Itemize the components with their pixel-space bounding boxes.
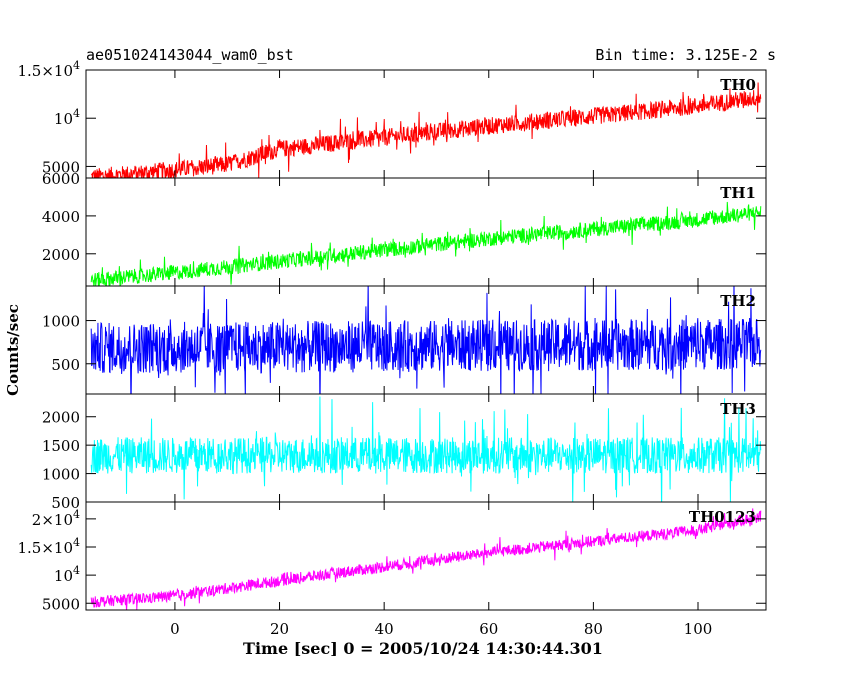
panels: 5000 104 1.5×104 TH0 2000 4000 6000 TH1 500 1000 T… <box>17 59 767 613</box>
y-tick-label: 5000 <box>42 595 80 613</box>
series-label-th0123: TH0123 <box>689 508 756 526</box>
series-line-th0123 <box>90 508 762 610</box>
panel-th3: 500 1000 1500 2000 TH3 <box>42 393 767 512</box>
y-tick-label: 104 <box>54 107 80 128</box>
y-tick-label: 500 <box>51 356 80 374</box>
x-tick-label: 80 <box>584 620 603 638</box>
y-axis-label: Counts/sec <box>4 304 22 396</box>
series-label-th2: TH2 <box>720 292 756 310</box>
panel-frame <box>85 501 767 611</box>
x-tick-label: 40 <box>375 620 394 638</box>
x-tick-label: 100 <box>684 620 713 638</box>
y-tick-label: 1.5×104 <box>17 536 80 557</box>
y-tick-label: 6000 <box>42 170 80 188</box>
panel-th0123: 5000 104 1.5×104 2×104 TH0123 <box>17 501 767 613</box>
y-tick-label: 1000 <box>42 466 80 484</box>
series-line-th2 <box>90 286 762 394</box>
panel-th1: 2000 4000 6000 TH1 <box>42 170 767 287</box>
series-label-th0: TH0 <box>720 76 756 94</box>
bin-time-label: Bin time: 3.125E-2 s <box>595 46 776 64</box>
x-tick-label: 0 <box>170 620 180 638</box>
y-tick-label: 4000 <box>42 208 80 226</box>
y-tick-label: 5000 <box>42 158 80 176</box>
chart-title: ae051024143044_wam0_bst <box>86 46 294 64</box>
y-tick-label: 104 <box>54 564 80 585</box>
series-line-th0 <box>90 82 762 178</box>
y-tick-label: 1500 <box>42 437 80 455</box>
series-label-th3: TH3 <box>720 400 756 418</box>
x-tick-label: 60 <box>479 620 498 638</box>
y-tick-label: 1.5×104 <box>17 59 80 80</box>
series-line-th3 <box>90 396 762 502</box>
y-tick-label: 1000 <box>42 313 80 331</box>
x-axis-label: Time [sec] 0 = 2005/10/24 14:30:44.301 <box>243 639 603 658</box>
y-tick-label: 500 <box>51 494 80 512</box>
y-tick-label: 2000 <box>42 246 80 264</box>
series-line-th1 <box>90 201 762 286</box>
series-label-th1: TH1 <box>720 184 756 202</box>
x-axis: 0 20 40 60 80 100 <box>170 620 712 638</box>
panel-th2: 500 1000 TH2 <box>42 285 767 395</box>
y-tick-label: 2000 <box>42 409 80 427</box>
y-tick-label: 2×104 <box>32 508 80 529</box>
panel-th0: 5000 104 1.5×104 TH0 <box>17 59 767 179</box>
x-tick-label: 20 <box>270 620 289 638</box>
